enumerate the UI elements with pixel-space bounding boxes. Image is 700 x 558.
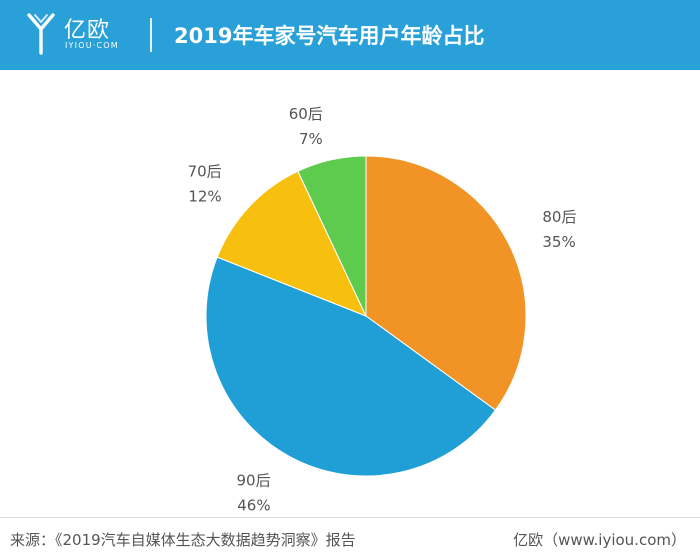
footer-divider	[0, 517, 700, 518]
pie-labels: 80后 35% 90后 46% 70后 12% 60后 7%	[188, 105, 577, 515]
site-credit: 亿欧（www.iyiou.com）	[513, 531, 686, 549]
source-text: 来源：《2019汽车自媒体生态大数据趋势洞察》报告	[10, 531, 356, 549]
footer: 来源：《2019汽车自媒体生态大数据趋势洞察》报告 亿欧（www.iyiou.c…	[0, 518, 700, 558]
slice-percent-1: 46%	[237, 497, 270, 515]
slice-percent-3: 7%	[299, 130, 323, 148]
pie-slices	[205, 155, 527, 477]
header-divider	[150, 18, 152, 52]
pie-slice-1	[205, 256, 497, 477]
logo-subtext: IYIOU·COM	[65, 41, 119, 50]
slice-label-3: 60后	[289, 105, 323, 123]
header-bar: 亿欧 IYIOU·COM 2019年车家号汽车用户年龄占比	[0, 0, 700, 70]
page-title: 2019年车家号汽车用户年龄占比	[174, 24, 485, 48]
slice-label-0: 80后	[542, 208, 576, 226]
slice-percent-0: 35%	[542, 233, 575, 251]
logo-icon	[27, 13, 55, 55]
pie-chart: 80后 35% 90后 46% 70后 12% 60后 7%	[188, 105, 577, 515]
slice-label-1: 90后	[237, 472, 271, 490]
pie-slice-0	[365, 155, 527, 411]
pie-slice-3	[297, 155, 367, 317]
logo-text: 亿欧	[64, 18, 111, 43]
pie-slice-2	[216, 170, 367, 317]
slice-percent-2: 12%	[188, 188, 221, 206]
slice-label-2: 70后	[188, 163, 222, 181]
